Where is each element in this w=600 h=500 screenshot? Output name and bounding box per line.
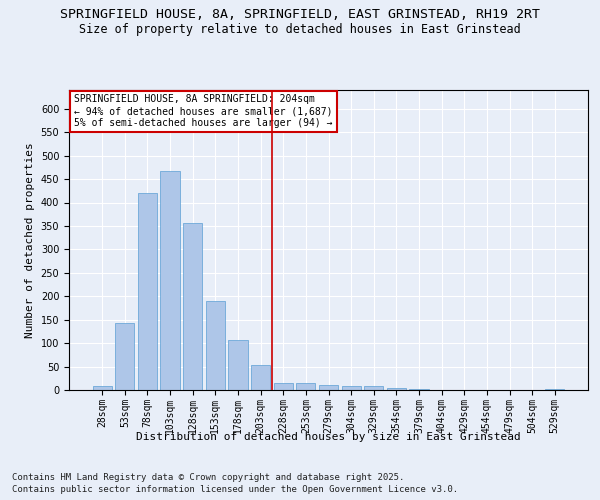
Text: Distribution of detached houses by size in East Grinstead: Distribution of detached houses by size … [136, 432, 521, 442]
Bar [138, 192, 157, 390]
Bar [92, 386, 112, 390]
Bar [319, 385, 338, 390]
Bar [274, 382, 293, 390]
Bar [206, 301, 225, 390]
Bar [387, 388, 406, 390]
Bar [115, 323, 134, 390]
Text: SPRINGFIELD HOUSE, 8A SPRINGFIELD: 204sqm
← 94% of detached houses are smaller (: SPRINGFIELD HOUSE, 8A SPRINGFIELD: 204sq… [74, 94, 332, 128]
Bar [251, 365, 270, 390]
Y-axis label: Number of detached properties: Number of detached properties [25, 142, 35, 338]
Bar [229, 340, 248, 390]
Bar [183, 223, 202, 390]
Bar [341, 386, 361, 390]
Bar [296, 384, 316, 390]
Text: Contains public sector information licensed under the Open Government Licence v3: Contains public sector information licen… [12, 485, 458, 494]
Bar [160, 170, 180, 390]
Bar [364, 386, 383, 390]
Bar [545, 389, 565, 390]
Bar [409, 389, 428, 390]
Text: Size of property relative to detached houses in East Grinstead: Size of property relative to detached ho… [79, 22, 521, 36]
Text: SPRINGFIELD HOUSE, 8A, SPRINGFIELD, EAST GRINSTEAD, RH19 2RT: SPRINGFIELD HOUSE, 8A, SPRINGFIELD, EAST… [60, 8, 540, 20]
Text: Contains HM Land Registry data © Crown copyright and database right 2025.: Contains HM Land Registry data © Crown c… [12, 472, 404, 482]
